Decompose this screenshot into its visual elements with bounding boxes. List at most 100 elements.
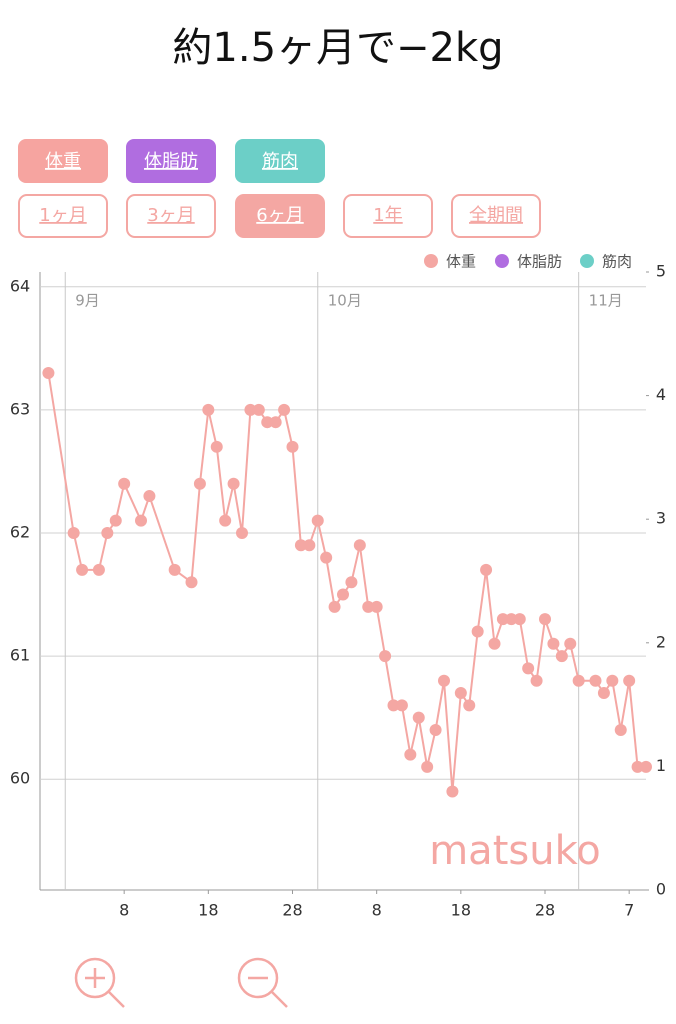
y-tick-label: 63 (10, 399, 30, 418)
x-tick-label: 28 (535, 901, 555, 920)
data-point (286, 440, 299, 453)
data-point (236, 526, 248, 539)
legend-label: 筋肉 (602, 253, 632, 271)
data-point (193, 477, 206, 490)
data-point (564, 637, 577, 650)
data-point (101, 526, 114, 539)
data-point (219, 514, 232, 527)
data-point (572, 674, 585, 687)
y2-tick-label: 2 (656, 632, 666, 651)
range-button[interactable] (451, 194, 541, 238)
x-tick-label: 8 (372, 901, 382, 920)
data-point (278, 403, 291, 416)
data-point (362, 600, 375, 613)
data-point (438, 674, 450, 687)
data-point (530, 674, 543, 687)
data-point (555, 650, 568, 663)
data-point (480, 563, 493, 576)
data-point (311, 514, 324, 527)
data-point (67, 526, 80, 539)
y2-tick-label: 5 (656, 262, 666, 281)
legend-dot (424, 254, 438, 268)
data-point (496, 613, 509, 626)
data-point (227, 477, 240, 490)
month-label: 11月 (589, 292, 623, 310)
data-point (471, 625, 484, 638)
data-point (623, 674, 636, 687)
y2-tick-label: 3 (656, 509, 666, 528)
data-point (76, 563, 89, 576)
range-button[interactable] (235, 194, 325, 238)
data-point (135, 514, 147, 527)
range-button-label: 6ヶ月 (256, 205, 303, 226)
data-point (252, 403, 265, 416)
data-point (261, 416, 274, 429)
data-point (606, 674, 619, 687)
data-point (513, 613, 526, 626)
data-point (387, 699, 400, 712)
legend-label: 体重 (446, 253, 476, 271)
data-point (589, 674, 602, 687)
data-point (421, 760, 434, 773)
y2-tick-label: 0 (656, 880, 666, 899)
data-point (92, 563, 105, 576)
data-point (505, 613, 518, 626)
range-button-label: 1年 (373, 205, 402, 226)
zoom-in-lens (74, 957, 116, 999)
x-tick-label: 28 (282, 901, 302, 920)
data-point (143, 490, 156, 503)
data-point (463, 699, 476, 712)
data-point (303, 539, 316, 552)
range-button[interactable] (343, 194, 433, 238)
range-button-label: 全期間 (469, 205, 523, 226)
data-point (345, 576, 358, 589)
y2-tick-label: 1 (656, 756, 666, 775)
data-point (168, 563, 181, 576)
watermark: matsuko (429, 828, 601, 874)
range-button[interactable] (126, 194, 216, 238)
data-point (328, 600, 341, 613)
legend-label: 体脂肪 (517, 253, 562, 271)
data-point (395, 699, 408, 712)
zoom-out-lens (237, 957, 279, 999)
zoom-in[interactable] (74, 957, 125, 1008)
data-point (109, 514, 122, 527)
data-point (370, 600, 383, 613)
range-button-label: 1ヶ月 (39, 205, 86, 226)
y2-tick-label: 4 (656, 385, 666, 404)
month-label: 10月 (328, 292, 362, 310)
x-tick-label: 8 (119, 901, 129, 920)
data-point (640, 760, 652, 773)
zoom-out-handle (271, 991, 288, 1008)
zoom-in-handle (108, 991, 125, 1008)
month-label: 9月 (75, 292, 100, 310)
y-tick-label: 62 (10, 522, 30, 541)
data-point (244, 403, 257, 416)
data-point (446, 785, 459, 798)
data-point (118, 477, 131, 490)
zoom-out[interactable] (237, 957, 288, 1008)
data-point (522, 662, 535, 675)
data-point (202, 403, 215, 416)
metric-button[interactable] (126, 139, 216, 183)
data-point (597, 687, 610, 700)
data-point (631, 760, 644, 773)
data-point (210, 440, 223, 453)
y-tick-label: 60 (10, 769, 30, 788)
page-title: 約1.5ヶ月で−2kg (172, 25, 503, 71)
legend-dot (580, 254, 594, 268)
data-point (429, 723, 442, 736)
y-tick-label: 61 (10, 646, 30, 665)
x-tick-label: 7 (624, 901, 634, 920)
metric-button-label: 筋肉 (262, 151, 298, 172)
data-point (185, 576, 198, 589)
metric-button[interactable] (18, 139, 108, 183)
range-button[interactable] (18, 194, 108, 238)
data-point (404, 748, 417, 761)
data-point (488, 637, 501, 650)
data-point (547, 637, 560, 650)
metric-button[interactable] (235, 139, 325, 183)
data-point (412, 711, 425, 724)
data-point (294, 539, 307, 552)
